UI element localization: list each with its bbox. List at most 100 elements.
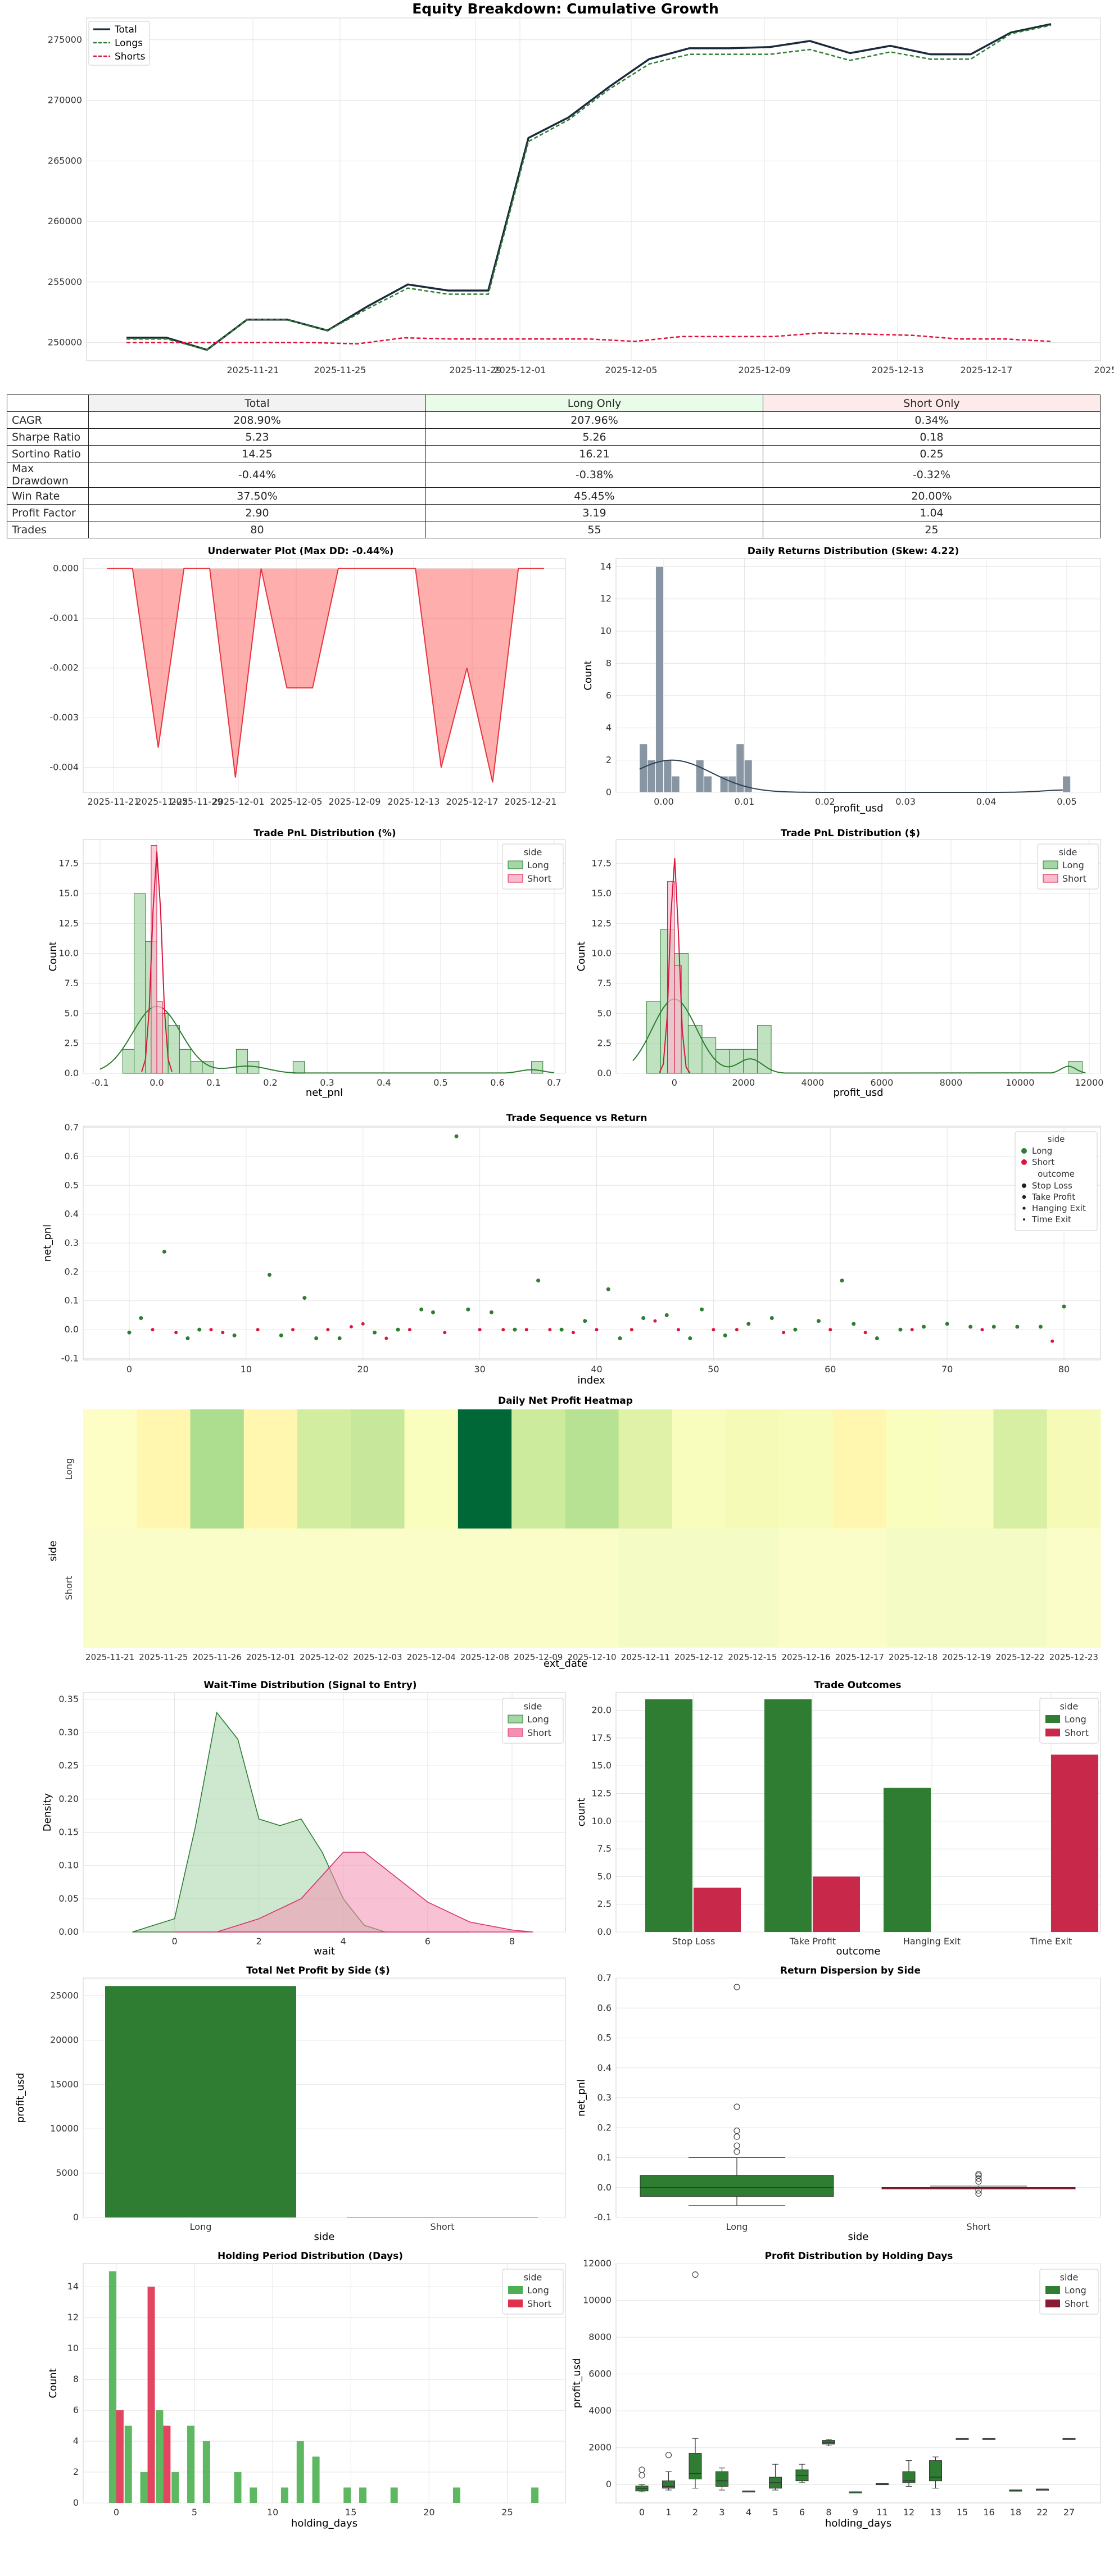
- sequence-point-short: [980, 1328, 984, 1332]
- heatmap-y-tick: Short: [64, 1576, 74, 1600]
- y-tick-label: 8: [73, 2374, 79, 2384]
- heatmap-ylabel: side: [47, 1541, 59, 1562]
- x-tick-label: 2025-11-25: [136, 796, 188, 807]
- stats-row: Sharpe Ratio 5.23 5.26 0.18: [7, 428, 1101, 446]
- heatmap-cell-long: [993, 1409, 1048, 1529]
- x-tick-label: 1: [665, 2507, 671, 2518]
- heatmap-cell-short: [404, 1529, 459, 1648]
- heatmap-x-tick: 2025-11-25: [139, 1652, 188, 1662]
- stats-cell: 16.21: [425, 445, 763, 462]
- y-tick-label: 12: [67, 2312, 79, 2323]
- outcome-bar-short: [694, 1888, 741, 1932]
- x-tick-label: 2025-11-25: [314, 365, 366, 375]
- x-tick-label: 4: [746, 2507, 751, 2518]
- sequence-point-short: [256, 1328, 260, 1332]
- sequence-point-long: [688, 1336, 692, 1340]
- y-tick-label: 6: [606, 690, 612, 701]
- sequence-point-long: [536, 1278, 541, 1283]
- y-tick-label: 0.4: [65, 1209, 79, 1219]
- pnl-bar-long: [134, 893, 146, 1074]
- y-tick-label: 0.3: [597, 2092, 612, 2103]
- x-tick-label: 2025-12-05: [605, 365, 658, 375]
- legend-title: side: [524, 2272, 542, 2283]
- sequence-point-long: [769, 1316, 774, 1321]
- sequence-point-short: [863, 1331, 867, 1335]
- sequence-point-short: [735, 1328, 739, 1332]
- x-tick-label: 0.3: [320, 1077, 334, 1088]
- heatmap-x-tick: 2025-12-08: [460, 1652, 509, 1662]
- pnl-bar-long: [292, 1061, 305, 1074]
- heatmap-cell-short: [297, 1529, 351, 1648]
- stats-row: Max Drawdown -0.44% -0.38% -0.32%: [7, 462, 1101, 488]
- y-tick-label: 7.5: [65, 978, 79, 988]
- legend-long-swatch: [508, 860, 523, 869]
- heatmap-x-tick: 2025-12-19: [942, 1652, 991, 1662]
- heatmap-cell-short: [190, 1529, 244, 1648]
- y-tick-label: 5000: [56, 2167, 79, 2178]
- legend-short-swatch: [1045, 1729, 1060, 1736]
- pnl-bar-long: [729, 1049, 744, 1074]
- holding-title: Holding Period Distribution (Days): [218, 2251, 403, 2262]
- heatmap-x-tick: 2025-12-10: [567, 1652, 616, 1662]
- net-profit-title: Total Net Profit by Side ($): [246, 1965, 390, 1976]
- y-tick-label: 0.0: [65, 1068, 79, 1078]
- x-tick-label: 2025-11-29: [450, 365, 502, 375]
- sequence-point-long: [1038, 1325, 1043, 1329]
- daily-returns-plot-area: [615, 558, 1101, 793]
- sequence-point-long: [898, 1327, 903, 1332]
- daily-returns-kde: [639, 759, 1063, 793]
- x-tick-label: 4: [341, 1936, 346, 1947]
- box-flier: [692, 2271, 699, 2278]
- y-tick-label: 0.0: [597, 1068, 612, 1078]
- x-tick-label: 2025-12-09: [329, 796, 381, 807]
- sequence-point-long: [641, 1316, 646, 1321]
- y-tick-label: 2: [606, 755, 612, 765]
- daily-returns-bar: [672, 776, 680, 793]
- legend-outcome-label: Time Exit: [1031, 1214, 1071, 1224]
- x-tick-label: 0.04: [976, 796, 997, 807]
- outcome-bar-short: [1051, 1754, 1098, 1932]
- x-tick-label: 30: [474, 1364, 485, 1375]
- legend-title: side: [524, 847, 542, 858]
- pnl-usd-title: Trade PnL Distribution ($): [781, 828, 920, 839]
- stats-row: Sortino Ratio 14.25 16.21 0.25: [7, 445, 1101, 462]
- legend-short-swatch: [508, 874, 523, 883]
- sequence-point-short: [571, 1331, 575, 1335]
- sequence-point-long: [162, 1249, 166, 1254]
- x-tick-label: 0: [126, 1364, 132, 1375]
- holding-bar-long: [296, 2441, 304, 2503]
- sequence-point-long: [373, 1330, 377, 1335]
- y-tick-label: 0.0: [597, 1926, 612, 1937]
- heatmap-cell-short: [886, 1529, 940, 1648]
- y-tick-label: 270000: [48, 95, 82, 106]
- sequence-point-short: [443, 1331, 447, 1335]
- y-tick-label: 0: [73, 2212, 79, 2223]
- box-flier: [733, 1984, 740, 1990]
- sequence-point-short: [548, 1328, 552, 1332]
- sequence-point-short: [1050, 1339, 1054, 1343]
- sequence-point-long: [583, 1319, 587, 1323]
- pnl-bar-long: [646, 1001, 661, 1074]
- heatmap-cell-long: [458, 1409, 512, 1529]
- stats-cell: 0.18: [763, 428, 1101, 446]
- underwater-chart: Underwater Plot (Max DD: -0.44%) 0.000 -0…: [49, 546, 566, 807]
- x-tick-label: 2: [692, 2507, 698, 2518]
- underwater-area: [107, 568, 544, 783]
- sequence-point-long: [232, 1333, 237, 1337]
- y-tick-label: 20000: [50, 2034, 79, 2045]
- heatmap-x-tick: 2025-12-18: [889, 1652, 938, 1662]
- pnl-kde-long: [99, 1005, 555, 1074]
- y-tick-label: 0.5: [597, 2033, 612, 2043]
- stats-metric-label: Trades: [7, 521, 89, 538]
- y-tick-label: -0.001: [49, 613, 79, 623]
- outcomes-chart: Trade Outcomes 0.0 2.5 5.0 7.5 10.0 12.5 15.0 1…: [576, 1680, 1101, 1957]
- x-tick-label: 2025-12-13: [388, 796, 440, 807]
- daily-returns-bar: [720, 776, 728, 793]
- heatmap-cell-long: [511, 1409, 565, 1529]
- y-tick-label: 10.0: [58, 948, 79, 959]
- legend-short-label: Short: [1062, 873, 1086, 884]
- stats-cell: 25: [763, 521, 1101, 538]
- y-tick-label: 17.5: [591, 1733, 612, 1743]
- sequence-point-short: [478, 1328, 482, 1332]
- heatmap-cell-long: [726, 1409, 780, 1529]
